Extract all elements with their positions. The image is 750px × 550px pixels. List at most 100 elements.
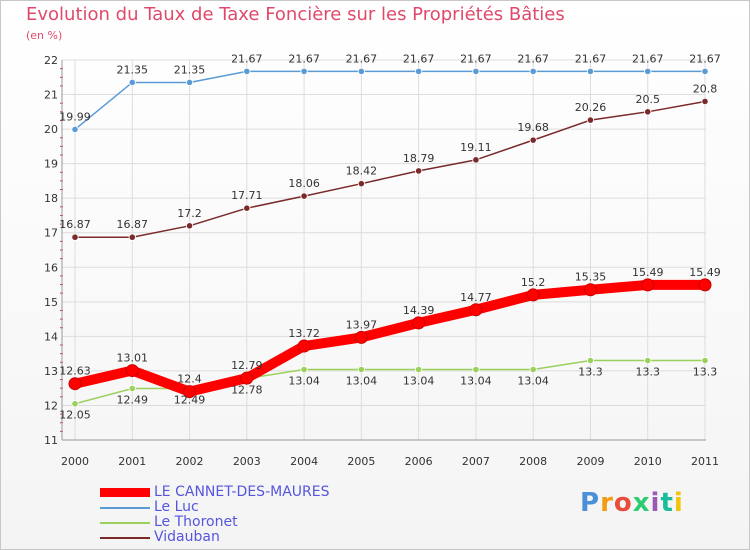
data-point: [357, 67, 365, 76]
data-point: [128, 78, 136, 87]
data-label: 13.72: [288, 327, 320, 340]
logo-letter: x: [632, 488, 651, 518]
data-point: [472, 365, 480, 374]
data-point: [472, 67, 480, 76]
data-label: 12.79: [231, 359, 263, 372]
data-point: [71, 125, 79, 134]
y-tick-label: 18: [44, 192, 58, 205]
data-point: [701, 356, 709, 365]
x-tick-label: 2004: [290, 455, 318, 468]
data-label: 21.35: [117, 63, 149, 76]
data-label: 15.49: [689, 266, 721, 279]
data-point: [529, 136, 537, 144]
data-label: 19.11: [460, 141, 492, 154]
data-point: [644, 108, 652, 116]
data-point: [125, 364, 139, 378]
data-point: [526, 288, 540, 302]
data-point: [415, 167, 423, 175]
data-point: [586, 67, 595, 76]
data-point: [641, 278, 655, 292]
data-label: 13.3: [635, 366, 660, 379]
logo-letter: i: [650, 488, 661, 518]
data-point: [412, 316, 426, 330]
logo-letter: t: [660, 488, 674, 518]
data-point: [71, 233, 79, 241]
data-label: 21.67: [575, 52, 607, 65]
data-point: [357, 180, 365, 188]
data-label: 19.68: [517, 121, 549, 134]
data-label: 14.39: [403, 304, 435, 317]
data-label: 19.99: [59, 110, 91, 123]
data-point: [701, 67, 709, 76]
data-point: [586, 116, 595, 124]
data-point: [300, 192, 308, 200]
data-label: 15.35: [575, 271, 607, 284]
x-tick-label: 2001: [118, 455, 146, 468]
data-label: 15.49: [632, 266, 664, 279]
data-point: [128, 384, 136, 393]
data-label: 21.67: [403, 52, 435, 65]
x-tick-label: 2002: [176, 455, 204, 468]
y-tick-label: 21: [44, 89, 58, 102]
data-label: 18.06: [288, 177, 320, 190]
legend-item: Le Luc: [100, 500, 420, 515]
data-label: 21.67: [460, 52, 492, 65]
data-label: 21.35: [174, 63, 206, 76]
logo-letter: i: [673, 488, 684, 518]
data-label: 21.67: [517, 52, 549, 65]
data-point: [128, 233, 136, 241]
data-point: [183, 385, 197, 399]
data-label: 12.63: [59, 365, 91, 378]
legend-label: Le Thoronet: [154, 514, 238, 530]
y-tick-label: 11: [44, 434, 58, 447]
data-label: 21.67: [288, 52, 320, 65]
data-labels: 16.87 16.87 17.2 17.71 18.06 18.42 18.79 19.11 1…: [59, 52, 721, 421]
data-label: 18.42: [346, 165, 378, 178]
logo-letter: r: [600, 488, 614, 518]
data-label: 16.87: [59, 218, 91, 231]
y-tick-label: 15: [44, 296, 58, 309]
legend-label: Vidauban: [154, 529, 220, 545]
y-tick-label: 16: [44, 261, 58, 274]
data-point: [185, 222, 194, 230]
data-point: [300, 365, 308, 374]
data-label: 12.4: [177, 373, 202, 386]
data-label: 12.78: [231, 384, 263, 397]
data-point: [185, 78, 194, 87]
y-tick-label: 17: [44, 227, 58, 240]
data-label: 13.04: [288, 375, 320, 388]
legend-swatch: [100, 488, 150, 497]
x-tick-label: 2009: [576, 455, 604, 468]
data-point: [240, 371, 254, 385]
data-point: [354, 330, 368, 344]
data-point: [644, 356, 652, 365]
logo-letter: o: [613, 488, 633, 518]
data-label: 21.67: [632, 52, 664, 65]
proxiti-logo: Proxiti: [580, 488, 684, 518]
legend-swatch: [100, 507, 150, 509]
y-axis-unit: (en %): [26, 29, 63, 42]
data-point: [243, 67, 251, 76]
data-point: [644, 67, 652, 76]
data-label: 12.05: [59, 409, 91, 422]
y-tick-label: 14: [44, 330, 58, 343]
data-point: [701, 97, 709, 106]
x-tick-label: 2005: [347, 455, 375, 468]
y-tick-label: 12: [44, 399, 58, 412]
data-label: 13.3: [693, 366, 718, 379]
data-label: 17.71: [231, 189, 263, 202]
x-tick-label: 2003: [233, 455, 261, 468]
data-point: [415, 365, 423, 374]
data-label: 13.04: [460, 375, 492, 388]
series-line: [70, 279, 710, 397]
data-label: 13.04: [403, 375, 435, 388]
data-point: [68, 377, 82, 391]
data-label: 21.67: [231, 52, 263, 65]
data-label: 20.8: [693, 82, 718, 95]
legend-swatch: [100, 537, 150, 539]
data-point: [529, 67, 537, 76]
y-tick-label: 19: [44, 158, 58, 171]
x-tick-label: 2007: [462, 455, 490, 468]
legend-item: Vidauban: [100, 530, 420, 545]
